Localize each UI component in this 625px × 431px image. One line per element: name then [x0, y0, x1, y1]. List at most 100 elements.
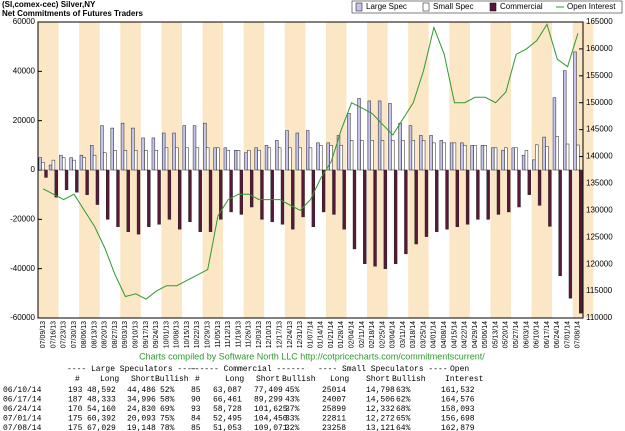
- bar: [377, 100, 382, 171]
- y2-tick-label: 110000: [586, 313, 613, 322]
- footer: Charts compiled by Software North LLC ht…: [139, 351, 485, 361]
- bar: [532, 159, 536, 171]
- table-cell: 52%: [160, 386, 175, 395]
- table-cell: 85: [191, 424, 201, 431]
- bar: [141, 137, 145, 171]
- bar: [398, 122, 402, 171]
- bar: [411, 140, 416, 171]
- table-cell: 24007: [322, 396, 346, 405]
- y-tick-label: -40000: [10, 264, 35, 273]
- table-cell: 90: [191, 396, 201, 405]
- x-tick-label: 05/13/14: [492, 321, 499, 348]
- bar: [54, 169, 58, 198]
- bar: [44, 169, 48, 178]
- bar: [545, 146, 549, 171]
- x-tick-label: 07/23/13: [61, 321, 68, 348]
- bar: [504, 147, 508, 171]
- x-tick-label: 01/21/14: [328, 321, 335, 348]
- bar: [188, 169, 192, 223]
- bar: [455, 169, 459, 227]
- bar: [480, 145, 485, 171]
- x-tick-label: 07/30/13: [71, 321, 78, 348]
- table-cell: 193: [68, 386, 83, 395]
- legend-swatch: [355, 2, 363, 12]
- legend-swatch: [422, 2, 430, 12]
- bar: [79, 154, 84, 171]
- bar: [291, 169, 295, 230]
- x-tick-label: 04/08/14: [441, 321, 448, 348]
- bar: [136, 169, 141, 235]
- table-cell: 19,148: [127, 424, 156, 431]
- table-cell: 34,996: [127, 396, 156, 405]
- x-tick-label: 02/18/14: [369, 321, 376, 348]
- x-tick-label: 06/10/14: [534, 321, 541, 348]
- bar: [126, 169, 130, 232]
- bar: [185, 147, 189, 171]
- bar: [270, 169, 274, 223]
- bar: [280, 169, 285, 225]
- bar: [59, 154, 63, 171]
- bar: [154, 150, 158, 171]
- x-tick-label: 07/01/14: [564, 321, 571, 348]
- bar: [432, 142, 436, 171]
- bar: [435, 169, 439, 232]
- bar: [41, 162, 45, 171]
- band: [202, 22, 224, 318]
- bar: [48, 164, 53, 171]
- table-cell: 158,093: [441, 405, 475, 414]
- legend-frame: [351, 0, 623, 14]
- bar: [120, 122, 125, 171]
- table-cell: 54,160: [87, 405, 116, 414]
- bar: [69, 157, 73, 171]
- x-tick-label: 03/25/14: [420, 321, 427, 348]
- table-cell: 68%: [396, 405, 411, 414]
- x-tick-label: 02/11/14: [359, 321, 366, 348]
- bar: [565, 143, 570, 171]
- table-header: Bullish: [392, 375, 426, 384]
- band: [531, 22, 553, 318]
- table-cell: 23258: [322, 424, 346, 431]
- bar: [548, 169, 552, 227]
- bar: [62, 157, 66, 171]
- table-header: Short: [131, 375, 155, 384]
- bar: [116, 169, 120, 227]
- y-tick-label: 20000: [13, 116, 36, 125]
- bar: [579, 169, 583, 314]
- table-cell: 37%: [285, 405, 300, 414]
- table-cell: 48,592: [87, 386, 116, 395]
- table-cell: 48,333: [87, 396, 116, 405]
- bar: [64, 169, 69, 190]
- table-cell: 06/10/14: [3, 386, 42, 395]
- x-tick-label: 03/04/14: [390, 321, 397, 348]
- x-tick-label: 04/22/14: [462, 321, 469, 348]
- line: [42, 23, 579, 300]
- y-tick-label: 0: [31, 165, 36, 174]
- bar: [349, 140, 354, 171]
- bar: [229, 169, 233, 213]
- table-cell: 07/01/14: [3, 415, 42, 424]
- bar: [275, 140, 279, 171]
- bar: [555, 136, 559, 171]
- y2-tick-label: 115000: [586, 286, 613, 295]
- table-cell: 58,728: [213, 405, 242, 414]
- table-cell: 25014: [322, 386, 346, 395]
- x-tick-label: 02/04/14: [348, 321, 355, 348]
- y2-tick-label: 155000: [586, 71, 613, 80]
- bar: [493, 147, 498, 171]
- bar: [517, 169, 521, 208]
- bar: [347, 113, 351, 171]
- table-cell: 65%: [396, 415, 411, 424]
- x-tick-label: 11/05/13: [215, 321, 222, 348]
- table-cell: 63,087: [213, 386, 242, 395]
- bar: [527, 169, 531, 195]
- x-tick-label: 01/14/14: [318, 321, 325, 348]
- table-cell: 58%: [160, 396, 175, 405]
- table-cell: 69%: [160, 405, 175, 414]
- table-cell: 13,121: [366, 424, 395, 431]
- bar: [288, 147, 292, 171]
- x-tick-label: 12/03/13: [256, 321, 263, 348]
- bar: [175, 147, 179, 171]
- bar: [476, 169, 480, 220]
- legend: Large Spec Small Spec Commercial Open Inter…: [351, 0, 623, 14]
